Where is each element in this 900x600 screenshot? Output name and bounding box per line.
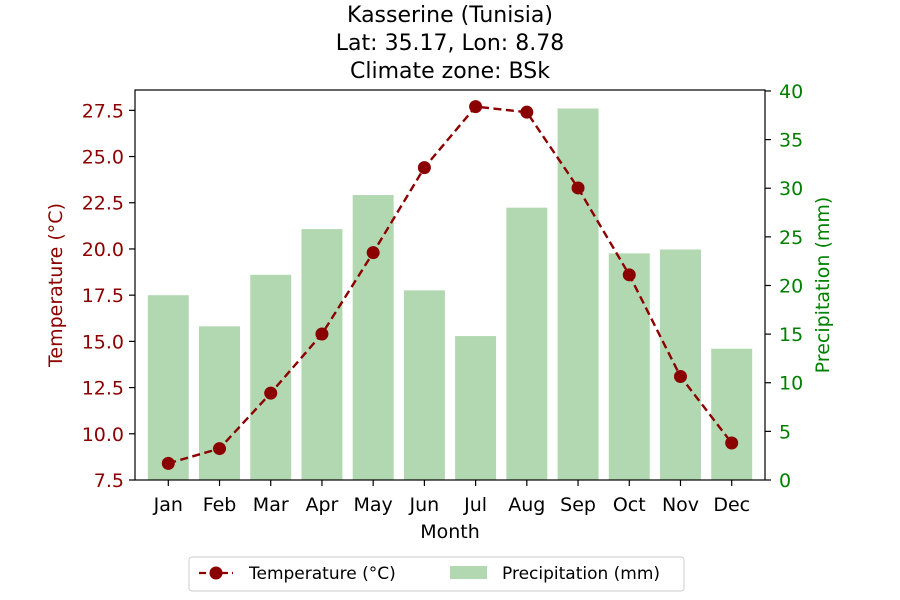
month-tick-label: Dec (713, 494, 750, 516)
precipitation-bar-dec (711, 348, 753, 480)
precipitation-bar-feb (199, 326, 240, 480)
temp-tick-label: 7.5 (94, 470, 124, 492)
precipitation-bar-nov (660, 249, 701, 480)
temperature-point-jan (161, 456, 175, 470)
precip-tick-label: 0 (779, 470, 791, 492)
precipitation-bar-jun (403, 290, 445, 480)
month-tick-label: Jun (409, 494, 440, 516)
precip-tick-label: 40 (779, 81, 803, 103)
chart-title: Kasserine (Tunisia) Lat: 35.17, Lon: 8.7… (336, 3, 564, 84)
precip-tick-label: 10 (779, 373, 803, 395)
temperature-point-may (366, 246, 380, 260)
precip-tick-label: 25 (779, 227, 803, 249)
temp-tick-label: 17.5 (82, 285, 124, 307)
temperature-point-sep (571, 181, 585, 195)
title-line-3: Climate zone: BSk (350, 59, 550, 84)
month-tick-label: Feb (203, 494, 237, 516)
precipitation-bar-aug (506, 207, 548, 481)
precip-tick-label: 35 (779, 130, 803, 152)
temperature-point-nov (673, 369, 687, 383)
temperature-point-mar (264, 386, 278, 400)
precipitation-bar-jul (455, 336, 497, 480)
y-axis-label-precipitation: Precipitation (mm) (812, 197, 834, 374)
temp-tick-label: 20.0 (82, 239, 124, 261)
legend: Temperature (°C) Precipitation (mm) (188, 556, 685, 592)
temperature-point-feb (213, 442, 227, 456)
temp-tick-label: 27.5 (82, 100, 124, 122)
legend-box (188, 556, 685, 592)
precip-tick-label: 20 (779, 275, 803, 297)
legend-precipitation-label: Precipitation (mm) (502, 564, 660, 584)
precip-tick-label: 30 (779, 178, 803, 200)
title-line-2: Lat: 35.17, Lon: 8.78 (336, 31, 564, 56)
temp-tick-label: 15.0 (82, 331, 124, 353)
precipitation-bar-mar (250, 274, 292, 480)
temperature-point-aug (520, 105, 534, 119)
month-tick-label: Sep (560, 494, 596, 516)
legend-temp-dot-marker (209, 566, 223, 580)
month-tick-label: Aug (508, 494, 545, 516)
month-tick-label: Jul (463, 494, 487, 516)
y-axis-label-temperature: Temperature (°C) (45, 203, 67, 368)
legend-temperature-label: Temperature (°C) (248, 564, 396, 584)
precip-tick-label: 5 (779, 421, 791, 443)
month-tick-label: Jan (153, 494, 183, 516)
precipitation-bar-oct (608, 253, 650, 480)
month-axis: Jan Feb Mar Apr May Jun Jul Aug Sep Oct Nov Dec (153, 480, 750, 516)
precipitation-bar-jan (147, 295, 189, 480)
month-tick-label: Oct (613, 494, 646, 516)
precipitation-bar-may (352, 195, 394, 480)
month-tick-label: Nov (662, 494, 699, 516)
temperature-point-oct (622, 268, 636, 282)
month-tick-label: Mar (253, 494, 289, 516)
temp-tick-label: 12.5 (82, 378, 124, 400)
temperature-point-dec (725, 436, 739, 450)
title-line-1: Kasserine (Tunisia) (347, 3, 553, 28)
temp-tick-label: 22.5 (82, 193, 124, 215)
temperature-axis: 7.5 10.0 12.5 15.0 17.5 20.0 22.5 25.0 27.5 (82, 100, 135, 492)
x-axis-label: Month (420, 521, 480, 543)
temperature-line (167, 105, 733, 465)
month-tick-label: May (354, 494, 393, 516)
legend-precip-swatch (450, 566, 487, 579)
precipitation-bar-sep (557, 108, 599, 480)
temp-tick-label: 25.0 (82, 147, 124, 169)
precipitation-bars (147, 108, 753, 481)
temp-tick-label: 10.0 (82, 424, 124, 446)
precipitation-axis: 0 5 10 15 20 25 30 35 40 (765, 81, 803, 492)
precip-tick-label: 15 (779, 324, 803, 346)
temperature-series (161, 100, 739, 470)
precipitation-bar-apr (301, 229, 343, 480)
month-tick-label: Apr (306, 494, 339, 516)
temperature-point-jun (417, 161, 431, 175)
temperature-point-jul (469, 100, 483, 114)
temperature-point-apr (315, 327, 329, 341)
